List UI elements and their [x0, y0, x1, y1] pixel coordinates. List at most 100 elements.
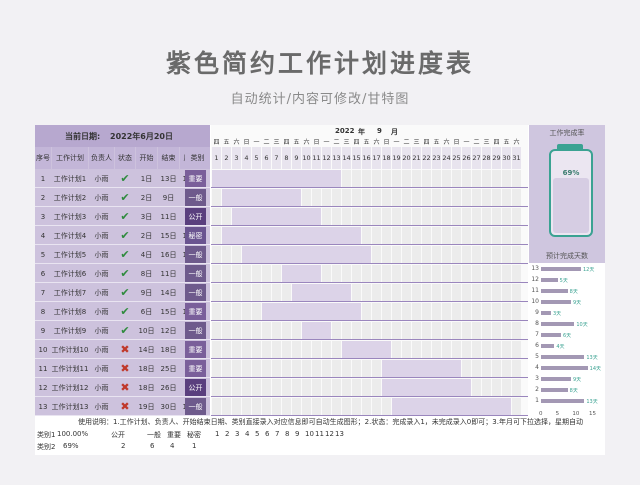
category-badge[interactable]: 一般	[185, 398, 206, 415]
check-icon[interactable]: ✔	[120, 324, 130, 337]
task-name[interactable]: 工作计划4	[53, 231, 87, 240]
task-name[interactable]: 工作计划2	[53, 193, 87, 202]
check-icon[interactable]: ✔	[120, 305, 130, 318]
cross-icon[interactable]: ✖	[120, 343, 130, 356]
task-start[interactable]: 1日	[140, 174, 153, 183]
category-badge[interactable]: 秘密	[185, 227, 206, 244]
task-start[interactable]: 2日	[140, 231, 153, 240]
task-owner[interactable]: 小雨	[94, 193, 109, 202]
category-badge[interactable]: 一般	[185, 189, 206, 206]
category-badge[interactable]: 一般	[185, 322, 206, 339]
task-start[interactable]: 3日	[140, 212, 153, 221]
task-start[interactable]: 14日	[138, 345, 155, 354]
row-divider	[35, 396, 210, 397]
month-value[interactable]: 9	[377, 127, 382, 135]
task-owner[interactable]: 小雨	[94, 269, 109, 278]
task-start[interactable]: 18日	[138, 364, 155, 373]
gantt-cell	[372, 360, 381, 377]
cross-icon[interactable]: ✖	[120, 362, 130, 375]
task-start[interactable]: 2日	[140, 193, 153, 202]
task-name[interactable]: 工作计划8	[53, 307, 87, 316]
task-end[interactable]: 14日	[160, 288, 177, 297]
category-badge[interactable]: 重要	[185, 341, 206, 358]
task-end[interactable]: 15日	[160, 231, 177, 240]
task-owner[interactable]: 小雨	[94, 383, 109, 392]
gantt-cell	[422, 170, 431, 187]
gantt-cell	[302, 341, 311, 358]
year-unit[interactable]: 年	[358, 128, 365, 136]
task-start[interactable]: 19日	[138, 402, 155, 411]
check-icon[interactable]: ✔	[120, 248, 130, 261]
task-start[interactable]: 4日	[140, 250, 153, 259]
weekday-label: 三	[343, 139, 350, 146]
task-start[interactable]: 9日	[140, 288, 153, 297]
task-name[interactable]: 工作计划3	[53, 212, 87, 221]
task-name[interactable]: 工作计划11	[52, 364, 88, 373]
task-end[interactable]: 13日	[160, 174, 177, 183]
gantt-cell	[482, 189, 491, 206]
gantt-cell	[252, 303, 261, 320]
y-tick-label: 13	[531, 265, 539, 272]
task-end[interactable]: 15日	[160, 307, 177, 316]
task-start[interactable]: 8日	[140, 269, 153, 278]
task-owner[interactable]: 小雨	[94, 326, 109, 335]
row-divider	[35, 282, 210, 283]
task-owner[interactable]: 小雨	[94, 345, 109, 354]
task-owner[interactable]: 小雨	[94, 231, 109, 240]
task-end[interactable]: 9日	[162, 193, 175, 202]
gantt-cell	[452, 303, 461, 320]
task-end[interactable]: 25日	[160, 364, 177, 373]
category-badge[interactable]: 一般	[185, 284, 206, 301]
check-icon[interactable]: ✔	[120, 210, 130, 223]
task-name[interactable]: 工作计划5	[53, 250, 87, 259]
task-owner[interactable]: 小雨	[94, 402, 109, 411]
category-badge[interactable]: 一般	[185, 246, 206, 263]
task-name[interactable]: 工作计划12	[52, 383, 88, 392]
task-owner[interactable]: 小雨	[94, 307, 109, 316]
category-badge[interactable]: 公开	[185, 379, 206, 396]
cross-icon[interactable]: ✖	[120, 381, 130, 394]
cat-name: 重要	[167, 431, 181, 439]
task-owner[interactable]: 小雨	[94, 364, 109, 373]
summary-row2-label: 类别2	[37, 443, 56, 451]
category-badge[interactable]: 一般	[185, 265, 206, 282]
check-icon[interactable]: ✔	[120, 191, 130, 204]
days-bar	[541, 377, 571, 381]
check-icon[interactable]: ✔	[120, 229, 130, 242]
task-end[interactable]: 18日	[160, 345, 177, 354]
task-end[interactable]: 12日	[160, 326, 177, 335]
check-icon[interactable]: ✔	[120, 172, 130, 185]
category-badge[interactable]: 公开	[185, 208, 206, 225]
category-badge[interactable]: 重要	[185, 170, 206, 187]
task-name[interactable]: 工作计划7	[53, 288, 87, 297]
task-start[interactable]: 10日	[138, 326, 155, 335]
cross-icon[interactable]: ✖	[120, 400, 130, 413]
task-start[interactable]: 18日	[138, 383, 155, 392]
y-tick-label: 2	[535, 386, 539, 393]
task-owner[interactable]: 小雨	[94, 250, 109, 259]
category-badge[interactable]: 重要	[185, 303, 206, 320]
task-owner[interactable]: 小雨	[94, 174, 109, 183]
task-name[interactable]: 工作计划13	[52, 402, 88, 411]
category-badge[interactable]: 重要	[185, 360, 206, 377]
check-icon[interactable]: ✔	[120, 286, 130, 299]
gantt-cell	[262, 360, 271, 377]
task-name[interactable]: 工作计划6	[53, 269, 87, 278]
task-name[interactable]: 工作计划10	[52, 345, 88, 354]
gantt-cell	[242, 341, 251, 358]
bar-value-label: 8天	[569, 388, 578, 394]
task-end[interactable]: 11日	[160, 212, 177, 221]
task-owner[interactable]: 小雨	[94, 212, 109, 221]
bar-value-label: 12天	[583, 267, 595, 273]
task-end[interactable]: 16日	[160, 250, 177, 259]
task-name[interactable]: 工作计划1	[53, 174, 87, 183]
month-header: 2022 年 9 月	[211, 125, 528, 137]
task-end[interactable]: 26日	[160, 383, 177, 392]
check-icon[interactable]: ✔	[120, 267, 130, 280]
task-name[interactable]: 工作计划9	[53, 326, 87, 335]
task-owner[interactable]: 小雨	[94, 288, 109, 297]
task-end[interactable]: 11日	[160, 269, 177, 278]
task-end[interactable]: 30日	[160, 402, 177, 411]
task-start[interactable]: 6日	[140, 307, 153, 316]
